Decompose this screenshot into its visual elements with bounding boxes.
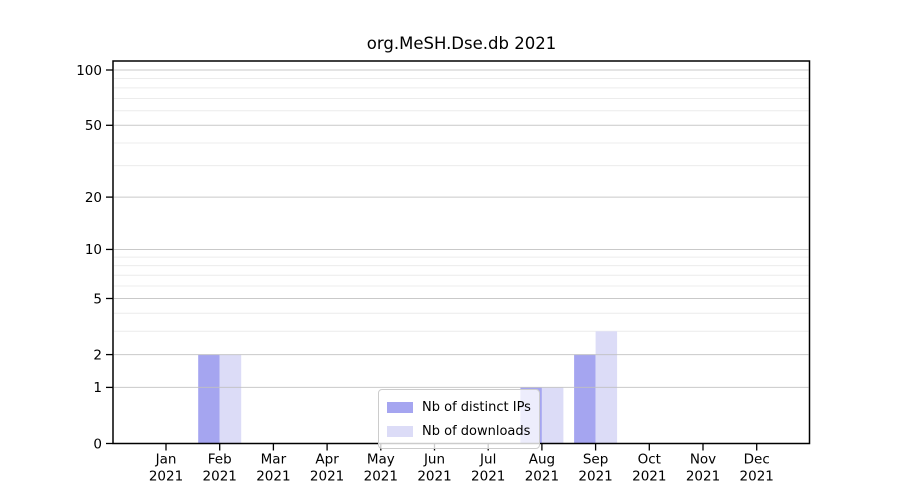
x-tick-label-dec-2021: Dec 2021 bbox=[740, 452, 774, 485]
legend-item-downloads: Nb of downloads bbox=[387, 419, 531, 443]
x-tick-label-jan-2021: Jan 2021 bbox=[149, 452, 183, 485]
x-tick-label-jul-2021: Jul 2021 bbox=[471, 452, 505, 485]
y-tick-label-20: 20 bbox=[85, 190, 102, 206]
legend-swatch-distinct-ips bbox=[387, 401, 413, 413]
y-tick-label-50: 50 bbox=[85, 118, 102, 134]
y-tick-label-5: 5 bbox=[93, 291, 102, 307]
y-tick-label-10: 10 bbox=[85, 242, 102, 258]
legend-swatch-downloads bbox=[387, 425, 413, 437]
y-tick-label-2: 2 bbox=[93, 347, 102, 363]
legend-label-downloads: Nb of downloads bbox=[422, 423, 531, 439]
legend-label-distinct-ips: Nb of distinct IPs bbox=[422, 399, 531, 415]
x-tick-label-sep-2021: Sep 2021 bbox=[578, 452, 612, 485]
x-tick-label-mar-2021: Mar 2021 bbox=[256, 452, 290, 485]
bar-nb-of-downloads-feb-2021 bbox=[219, 354, 242, 444]
x-tick-label-nov-2021: Nov 2021 bbox=[686, 452, 720, 485]
x-tick-label-may-2021: May 2021 bbox=[364, 452, 398, 485]
legend-item-distinct-ips: Nb of distinct IPs bbox=[387, 395, 531, 419]
x-tick-label-apr-2021: Apr 2021 bbox=[310, 452, 344, 485]
bar-nb-of-distinct-ips-feb-2021 bbox=[198, 354, 220, 444]
y-tick-label-100: 100 bbox=[76, 63, 102, 79]
bar-nb-of-distinct-ips-sep-2021 bbox=[574, 354, 596, 444]
chart-title: org.MeSH.Dse.db 2021 bbox=[366, 34, 557, 53]
x-tick-label-oct-2021: Oct 2021 bbox=[632, 452, 666, 485]
x-tick-label-feb-2021: Feb 2021 bbox=[203, 452, 237, 485]
y-tick-label-0: 0 bbox=[93, 436, 102, 452]
x-tick-label-jun-2021: Jun 2021 bbox=[417, 452, 451, 485]
y-tick-label-1: 1 bbox=[93, 380, 102, 396]
x-tick-label-aug-2021: Aug 2021 bbox=[525, 452, 559, 485]
legend: Nb of distinct IPs Nb of downloads bbox=[378, 389, 540, 449]
bar-nb-of-downloads-aug-2021 bbox=[541, 387, 564, 444]
